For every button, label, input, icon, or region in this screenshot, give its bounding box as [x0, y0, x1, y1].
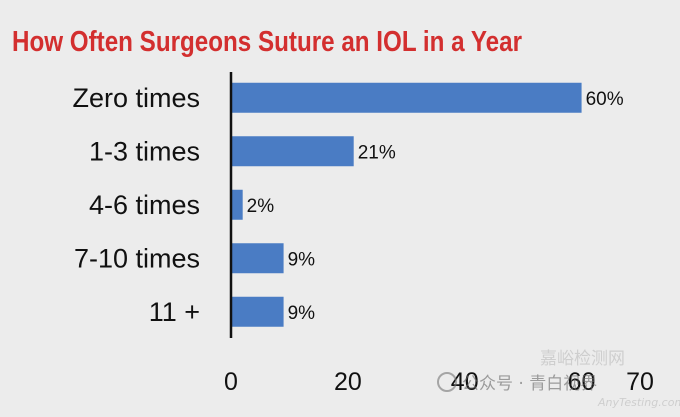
bar-1-3-times: [231, 136, 354, 167]
data-label-11: 9%: [288, 303, 316, 324]
x-tick-label-60: 60: [568, 368, 596, 396]
wechat-icon: [437, 372, 457, 392]
data-label-4-6-times: 2%: [247, 196, 275, 217]
bar-4-6-times: [231, 189, 243, 220]
data-label-zero-times: 60%: [586, 89, 624, 110]
category-label-zero-times: Zero times: [72, 83, 200, 113]
category-label-11: 11 +: [149, 297, 200, 327]
bar-7-10-times: [231, 243, 284, 274]
data-label-1-3-times: 21%: [358, 142, 396, 163]
category-label-4-6-times: 4-6 times: [89, 190, 200, 220]
category-label-1-3-times: 1-3 times: [89, 136, 200, 166]
axis-layer: 0 20 40 60 70: [224, 72, 654, 396]
watermark-site-label: AnyTesting.com: [597, 396, 680, 409]
watermark-logo-text: 嘉峪检测网: [540, 349, 625, 369]
watermark-account-label: 公众号 · 青白视界: [462, 374, 597, 394]
x-tick-label-70: 70: [626, 368, 654, 396]
x-tick-label-0: 0: [224, 368, 238, 396]
bar-11: [231, 296, 284, 327]
watermark: 公众号 · 青白视界 嘉峪检测网 AnyTesting.com: [437, 349, 680, 409]
category-label-7-10-times: 7-10 times: [74, 243, 200, 273]
chart-title: How Often Surgeons Suture an IOL in a Ye…: [12, 26, 522, 58]
x-tick-label-20: 20: [334, 368, 362, 396]
labels-layer: Zero times 60% 1-3 times 21% 4-6 times 2% 7-10…: [72, 83, 623, 327]
data-label-7-10-times: 9%: [288, 249, 316, 270]
bar-zero-times: [231, 82, 582, 113]
bars-layer: [231, 82, 582, 327]
